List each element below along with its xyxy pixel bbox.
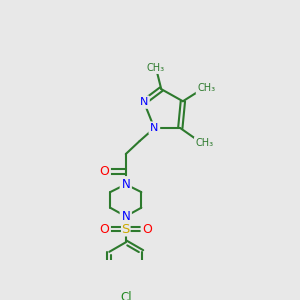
Text: N: N: [122, 210, 130, 223]
Text: N: N: [150, 123, 158, 133]
Text: CH₃: CH₃: [196, 138, 214, 148]
Text: O: O: [99, 223, 109, 236]
Text: S: S: [122, 223, 130, 236]
Text: O: O: [99, 165, 109, 178]
Text: Cl: Cl: [120, 291, 132, 300]
Text: CH₃: CH₃: [146, 62, 164, 73]
Text: N: N: [140, 97, 148, 107]
Text: N: N: [122, 178, 130, 191]
Text: O: O: [142, 223, 152, 236]
Text: CH₃: CH₃: [197, 83, 215, 93]
